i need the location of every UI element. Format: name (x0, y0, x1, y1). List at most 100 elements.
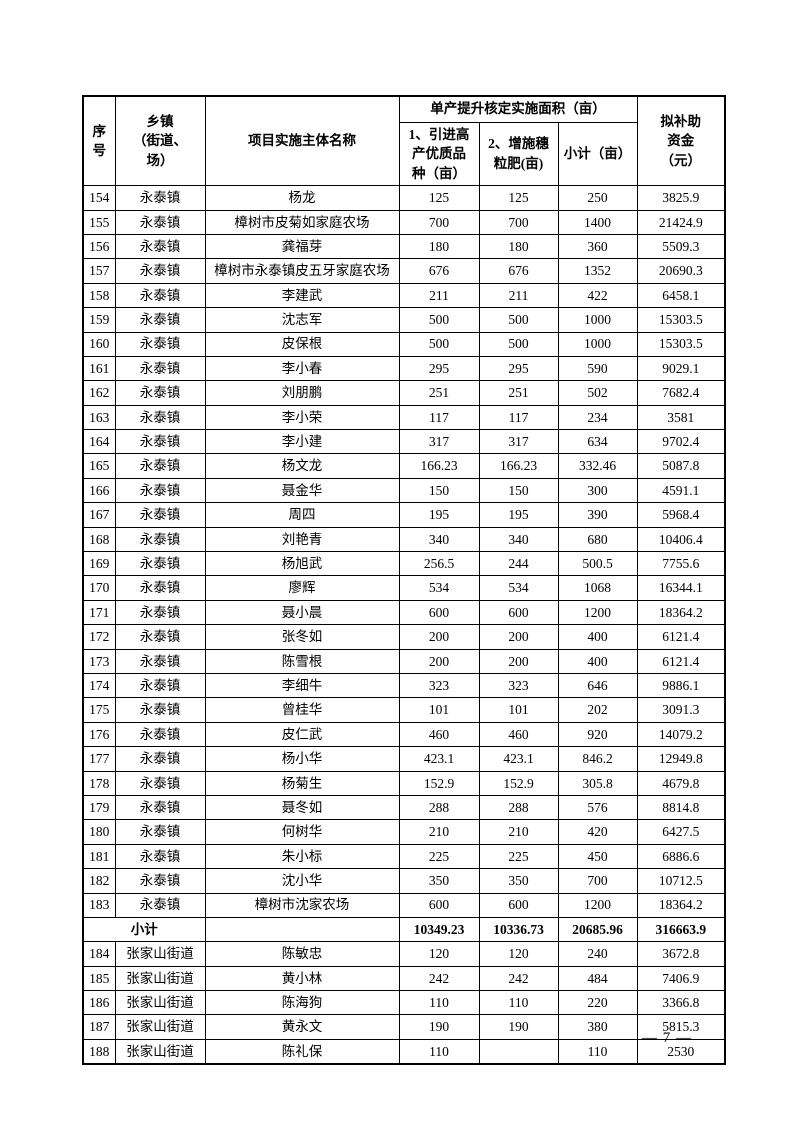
cell-entity: 陈海狗 (204, 990, 400, 1016)
cell-seq: 174 (82, 672, 116, 699)
cell-entity: 周四 (204, 502, 400, 528)
cell-area-fertilizer: 295 (478, 355, 559, 382)
cell-township: 永泰镇 (114, 380, 206, 406)
cell-township: 永泰镇 (114, 770, 206, 796)
cell-township: 永泰镇 (114, 233, 206, 260)
cell-entity: 聂小晨 (204, 599, 400, 626)
cell-area-subtotal: 1200 (557, 599, 638, 626)
cell-seq: 182 (82, 868, 116, 894)
cell-area-fertilizer: 317 (478, 429, 559, 455)
cell-entity: 何树华 (204, 819, 400, 845)
cell-township: 永泰镇 (114, 648, 206, 675)
cell-township: 永泰镇 (114, 307, 206, 333)
cell-area-subtotal: 1400 (557, 209, 638, 235)
cell-township: 永泰镇 (114, 624, 206, 650)
table-row: 182 永泰镇 沈小华 350 350 700 10712.5 (82, 868, 726, 894)
cell-township: 永泰镇 (114, 355, 206, 382)
cell-seq: 179 (82, 794, 116, 821)
cell-subsidy: 16344.1 (636, 575, 726, 601)
cell-township: 张家山街道 (114, 941, 206, 967)
cell-area-variety: 340 (398, 526, 480, 553)
cell-area-subtotal: 1000 (557, 307, 638, 333)
cell-seq: 165 (82, 453, 116, 479)
cell-township: 永泰镇 (114, 746, 206, 772)
cell-subsidy: 7406.9 (636, 965, 726, 992)
cell-seq: 186 (82, 990, 116, 1016)
cell-area-subtotal: 420 (557, 819, 638, 845)
cell-township: 永泰镇 (114, 868, 206, 894)
cell-township: 永泰镇 (114, 599, 206, 626)
cell-area-variety: 460 (398, 721, 480, 748)
cell-seq: 173 (82, 648, 116, 675)
cell-subsidy: 7682.4 (636, 380, 726, 406)
cell-area-fertilizer: 117 (478, 404, 559, 431)
cell-entity: 杨文龙 (204, 453, 400, 479)
table-row: 168 永泰镇 刘艳青 340 340 680 10406.4 (82, 526, 726, 553)
cell-area-variety: 150 (398, 477, 480, 504)
cell-subtotal-label: 小计 (82, 916, 206, 943)
cell-seq: 164 (82, 429, 116, 455)
cell-area-fertilizer: 242 (478, 965, 559, 992)
cell-township: 永泰镇 (114, 526, 206, 553)
cell-area-fertilizer: 180 (478, 233, 559, 260)
cell-area-subtotal: 484 (557, 965, 638, 992)
cell-subsidy: 15303.5 (636, 307, 726, 333)
page-number: — 7 — (642, 1030, 692, 1046)
cell-township: 永泰镇 (114, 794, 206, 821)
cell-area-subtotal: 1000 (557, 331, 638, 357)
cell-area-subtotal: 576 (557, 794, 638, 821)
cell-area-subtotal: 1352 (557, 258, 638, 284)
cell-area-fertilizer: 190 (478, 1014, 559, 1040)
cell-entity: 樟树市沈家农场 (204, 892, 400, 918)
cell-area-fertilizer: 244 (478, 551, 559, 577)
header-row-sub: 1、引进高 产优质品 种（亩） 2、增施穗 粒肥(亩) 小计（亩） (83, 121, 725, 187)
table-row: 155 永泰镇 樟树市皮菊如家庭农场 700 700 1400 21424.9 (82, 209, 726, 235)
cell-township: 张家山街道 (114, 1038, 206, 1065)
table-row: 159 永泰镇 沈志军 500 500 1000 15303.5 (82, 307, 726, 333)
cell-area-subtotal: 360 (557, 233, 638, 260)
cell-seq: 175 (82, 697, 116, 723)
cell-area-subtotal: 646 (557, 672, 638, 699)
cell-township: 永泰镇 (114, 843, 206, 870)
cell-area-fertilizer: 500 (478, 307, 559, 333)
cell-entity: 李小荣 (204, 404, 400, 431)
cell-subsidy: 18364.2 (636, 599, 726, 626)
cell-area-subtotal: 846.2 (557, 746, 638, 772)
cell-subsidy: 6458.1 (636, 282, 726, 309)
cell-seq: 156 (82, 233, 116, 260)
cell-area-fertilizer: 211 (478, 282, 559, 309)
cell-seq: 168 (82, 526, 116, 553)
cell-subsidy: 21424.9 (636, 209, 726, 235)
cell-area-subtotal: 634 (557, 429, 638, 455)
cell-area-fertilizer: 101 (478, 697, 559, 723)
cell-township: 永泰镇 (114, 892, 206, 918)
cell-entity: 张冬如 (204, 624, 400, 650)
cell-area-subtotal: 110 (557, 1038, 638, 1065)
header-area-group: 单产提升核定实施面积（亩） (398, 95, 638, 123)
cell-subsidy: 18364.2 (636, 892, 726, 918)
cell-area-variety: 251 (398, 380, 480, 406)
cell-subsidy: 9702.4 (636, 429, 726, 455)
cell-area-variety: 350 (398, 868, 480, 894)
cell-area-fertilizer: 600 (478, 892, 559, 918)
table-row: 185 张家山街道 黄小林 242 242 484 7406.9 (82, 965, 726, 992)
cell-area-subtotal: 234 (557, 404, 638, 431)
cell-subsidy: 3581 (636, 404, 726, 431)
cell-area-subtotal: 502 (557, 380, 638, 406)
table-row: 187 张家山街道 黄永文 190 190 380 5815.3 (82, 1014, 726, 1040)
cell-area-variety: 323 (398, 672, 480, 699)
cell-entity: 黄小林 (204, 965, 400, 992)
cell-area-variety: 534 (398, 575, 480, 601)
cell-seq: 155 (82, 209, 116, 235)
cell-subsidy: 15303.5 (636, 331, 726, 357)
cell-township: 永泰镇 (114, 209, 206, 235)
cell-area-subtotal: 390 (557, 502, 638, 528)
table-row: 179 永泰镇 聂冬如 288 288 576 8814.8 (82, 794, 726, 821)
table-row: 174 永泰镇 李细牛 323 323 646 9886.1 (82, 672, 726, 699)
cell-township: 永泰镇 (114, 331, 206, 357)
cell-area-variety: 110 (398, 990, 480, 1016)
cell-area-subtotal: 920 (557, 721, 638, 748)
cell-area-subtotal: 400 (557, 624, 638, 650)
cell-area-fertilizer: 150 (478, 477, 559, 504)
cell-township: 永泰镇 (114, 697, 206, 723)
